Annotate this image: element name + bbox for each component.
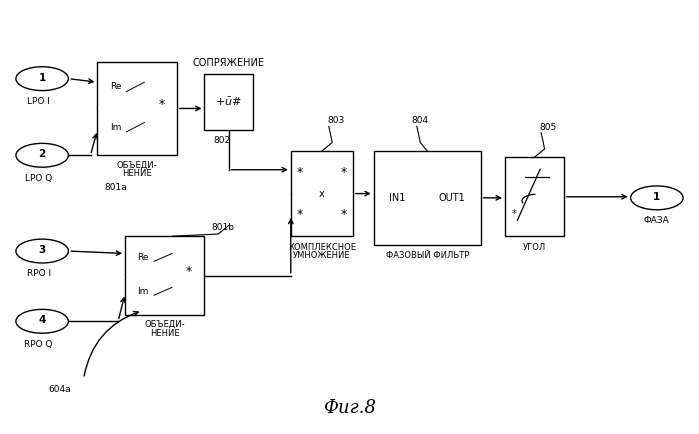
- Text: НЕНИЕ: НЕНИЕ: [122, 169, 152, 178]
- Bar: [205, 74, 253, 130]
- Text: УГОЛ: УГОЛ: [523, 243, 546, 252]
- Text: RPO Q: RPO Q: [24, 339, 53, 349]
- Text: 2: 2: [38, 149, 45, 159]
- Text: 604a: 604a: [48, 385, 71, 394]
- Text: Фиг.8: Фиг.8: [323, 399, 376, 417]
- Text: *: *: [186, 265, 192, 278]
- Text: ФАЗА: ФАЗА: [644, 216, 670, 225]
- Text: Im: Im: [138, 287, 149, 296]
- Text: LPO Q: LPO Q: [25, 174, 52, 183]
- Ellipse shape: [16, 67, 69, 91]
- Text: 1: 1: [654, 192, 661, 202]
- Bar: [125, 236, 205, 315]
- Text: *: *: [512, 209, 517, 219]
- Text: 801b: 801b: [211, 223, 234, 232]
- Text: *: *: [296, 208, 303, 221]
- Bar: [97, 62, 177, 155]
- Text: ОБЪЕДИ-: ОБЪЕДИ-: [117, 161, 157, 169]
- Bar: [291, 151, 353, 236]
- Text: IN1: IN1: [389, 193, 405, 203]
- Text: *: *: [296, 166, 303, 179]
- Text: 804: 804: [412, 116, 429, 125]
- Text: 4: 4: [38, 316, 46, 326]
- Text: УМНОЖЕНИЕ: УМНОЖЕНИЕ: [293, 251, 351, 260]
- Ellipse shape: [16, 309, 69, 333]
- Text: LPO I: LPO I: [27, 97, 50, 106]
- Text: НЕНИЕ: НЕНИЕ: [150, 329, 180, 338]
- Bar: [374, 151, 481, 245]
- Text: *: *: [159, 98, 165, 111]
- Text: 1: 1: [38, 73, 45, 83]
- Text: ОБЪЕДИ-: ОБЪЕДИ-: [145, 320, 185, 329]
- Ellipse shape: [630, 186, 683, 210]
- Text: Re: Re: [138, 253, 149, 262]
- Text: ФАЗОВЫЙ ФИЛЬТР: ФАЗОВЫЙ ФИЛЬТР: [386, 251, 469, 260]
- Text: 801a: 801a: [104, 183, 127, 192]
- Text: RPO I: RPO I: [27, 270, 51, 278]
- Text: 3: 3: [38, 245, 45, 255]
- Text: *: *: [341, 166, 347, 179]
- Ellipse shape: [16, 143, 69, 167]
- Text: 802: 802: [213, 136, 230, 145]
- Text: OUT1: OUT1: [439, 193, 466, 203]
- Text: *: *: [341, 208, 347, 221]
- Text: +$\bar{u}$#: +$\bar{u}$#: [215, 96, 242, 108]
- Text: 805: 805: [540, 123, 556, 132]
- Text: 803: 803: [327, 116, 345, 125]
- Text: КОМПЛЕКСНОЕ: КОМПЛЕКСНОЕ: [288, 243, 356, 252]
- Text: Re: Re: [110, 82, 122, 92]
- Text: Im: Im: [110, 123, 121, 132]
- Ellipse shape: [16, 239, 69, 263]
- Text: СОПРЯЖЕНИЕ: СОПРЯЖЕНИЕ: [193, 58, 265, 68]
- Text: x: x: [319, 189, 325, 199]
- Bar: [505, 158, 563, 236]
